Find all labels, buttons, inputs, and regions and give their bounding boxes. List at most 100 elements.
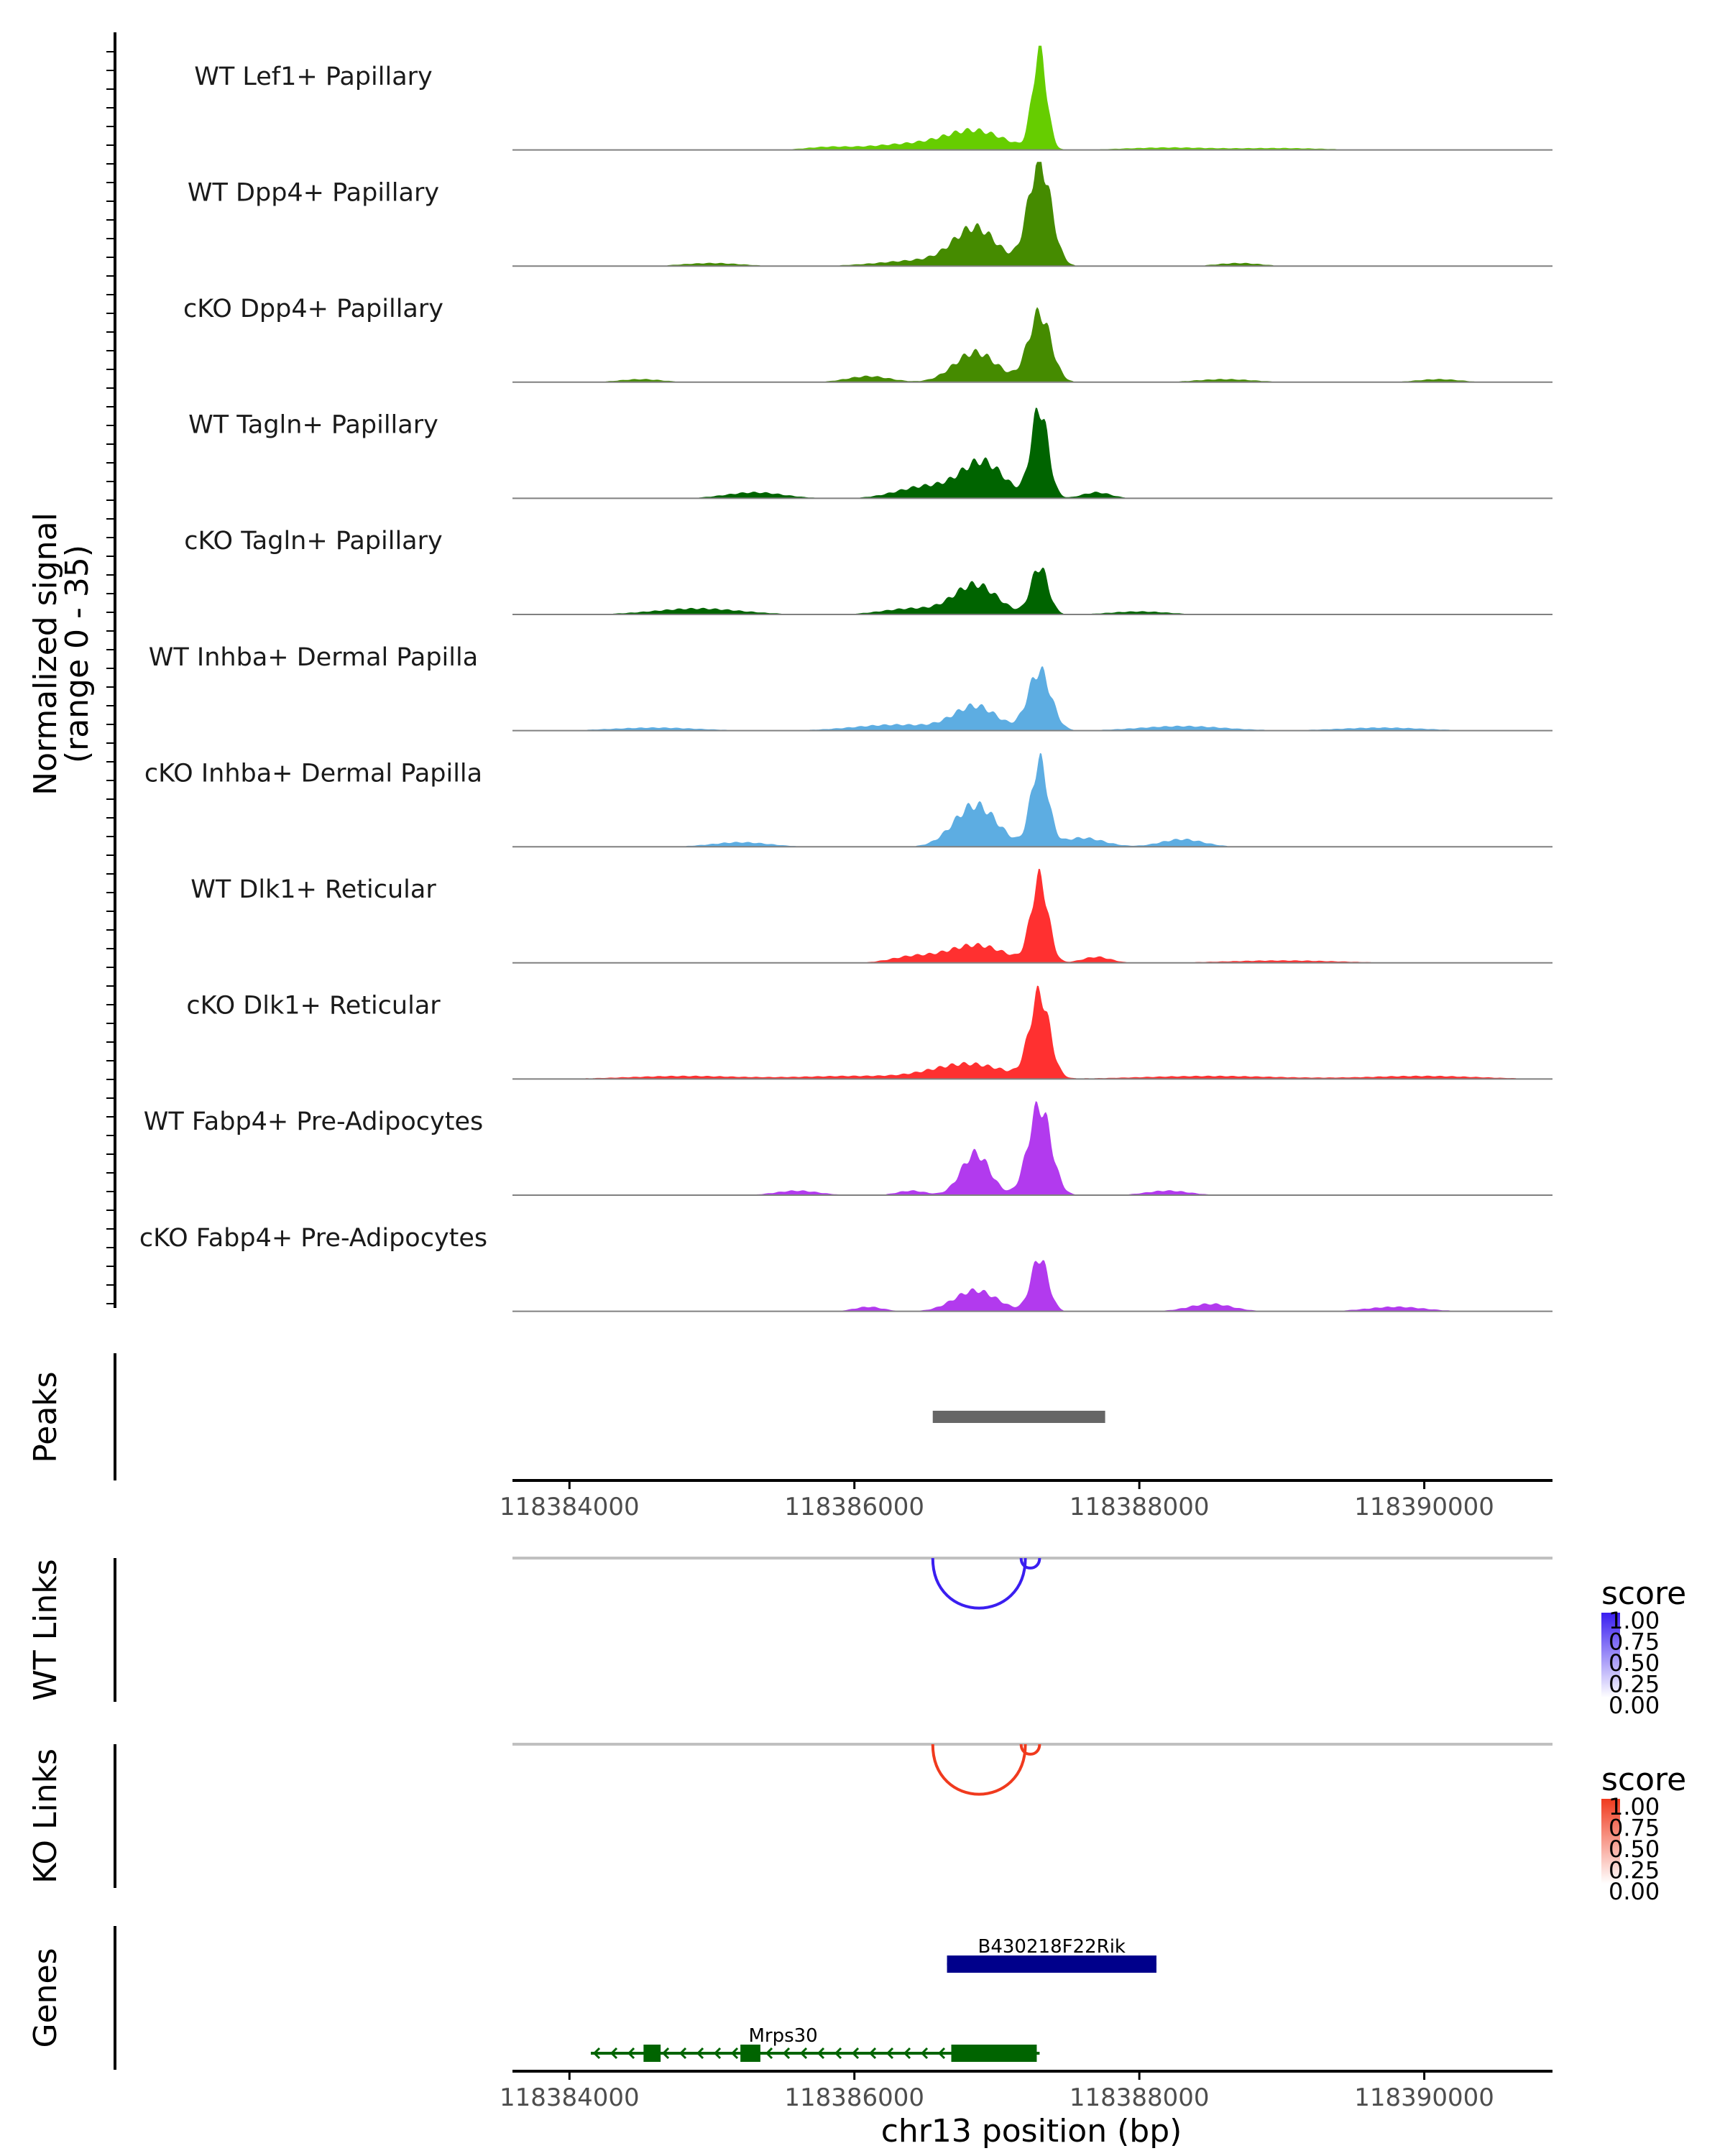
strand-arrow bbox=[868, 2047, 877, 2060]
coverage-track-label: WT Tagln+ Papillary bbox=[188, 411, 438, 440]
x-tick-label: 118390000 bbox=[1354, 2083, 1494, 2112]
genes-track-label: Genes bbox=[27, 1948, 64, 2047]
coverage-track-label: cKO Tagln+ Papillary bbox=[184, 527, 443, 556]
strand-arrow bbox=[730, 2047, 739, 2060]
coverage-track: cKO Inhba+ Dermal Papilla bbox=[144, 752, 1552, 848]
strand-arrow bbox=[610, 2047, 618, 2060]
legend-colorbar bbox=[1601, 1613, 1620, 1697]
x-axis-bottom: 118384000 118386000 118388000 118390000 bbox=[500, 2070, 1552, 2112]
gene-exon bbox=[947, 1955, 1156, 1973]
coverage-track: WT Dlk1+ Reticular bbox=[190, 868, 1552, 964]
legend-tick-label: 0.00 bbox=[1609, 1692, 1660, 1719]
coverage-area bbox=[512, 307, 1552, 382]
coverage-area bbox=[512, 45, 1552, 150]
strand-arrow bbox=[627, 2047, 635, 2060]
strand-arrow bbox=[661, 2047, 670, 2060]
coverage-track-label: cKO Inhba+ Dermal Papilla bbox=[144, 759, 482, 788]
strand-arrow bbox=[937, 2047, 946, 2060]
coverage-track: cKO Dlk1+ Reticular bbox=[186, 985, 1552, 1080]
legend-tick-label: 0.50 bbox=[1609, 1649, 1660, 1677]
coverage-track: WT Fabp4+ Pre-Adipocytes bbox=[144, 1101, 1552, 1196]
coverage-area bbox=[512, 752, 1552, 847]
legend-title: score bbox=[1601, 1761, 1686, 1798]
coverage-track: WT Inhba+ Dermal Papilla bbox=[149, 643, 1552, 732]
strand-arrow bbox=[903, 2047, 911, 2060]
strand-arrow bbox=[816, 2047, 825, 2060]
strand-arrow bbox=[920, 2047, 929, 2060]
coverage-track-label: WT Dlk1+ Reticular bbox=[190, 875, 436, 904]
coverage-track-label: cKO Fabp4+ Pre-Adipocytes bbox=[139, 1224, 487, 1253]
strand-arrow bbox=[696, 2047, 704, 2060]
coverage-track: cKO Dpp4+ Papillary bbox=[183, 295, 1552, 383]
legend-tick-label: 1.00 bbox=[1609, 1793, 1660, 1820]
legend-tick-label: 0.75 bbox=[1609, 1628, 1660, 1656]
gene-name-label: Mrps30 bbox=[748, 2025, 817, 2047]
peak-region bbox=[932, 1411, 1105, 1423]
link-arc bbox=[931, 1557, 1027, 1610]
strand-arrow bbox=[834, 2047, 842, 2060]
coverage-track-label: WT Dpp4+ Papillary bbox=[188, 178, 439, 207]
coverage-area bbox=[512, 666, 1552, 731]
coverage-area bbox=[512, 1101, 1552, 1195]
legend-tick-label: 0.25 bbox=[1609, 1857, 1660, 1884]
link-arc bbox=[1019, 1743, 1041, 1756]
gene-model: Mrps30 bbox=[591, 2025, 1040, 2062]
legend-tick-label: 0.75 bbox=[1609, 1815, 1660, 1842]
strand-arrow bbox=[678, 2047, 687, 2060]
gene-exon bbox=[740, 2045, 760, 2062]
coverage-area bbox=[512, 1260, 1552, 1312]
coverage-track: cKO Fabp4+ Pre-Adipocytes bbox=[139, 1224, 1552, 1312]
coverage-area bbox=[512, 162, 1552, 267]
gene-name-label: B430218F22Rik bbox=[978, 1936, 1126, 1958]
strand-arrow bbox=[782, 2047, 791, 2060]
strand-arrow bbox=[765, 2047, 773, 2060]
coverage-track-label: WT Lef1+ Papillary bbox=[194, 63, 433, 91]
legend-tick-label: 0.50 bbox=[1609, 1835, 1660, 1863]
coverage-track: cKO Tagln+ Papillary bbox=[184, 527, 1552, 615]
x-tick-label: 118386000 bbox=[784, 2083, 924, 2112]
strand-arrow bbox=[851, 2047, 860, 2060]
peaks-regions bbox=[932, 1411, 1105, 1423]
coverage-y-axis-title: Normalized signal (range 0 - 35) bbox=[27, 512, 96, 796]
strand-arrow bbox=[886, 2047, 894, 2060]
gene-model: B430218F22Rik bbox=[947, 1936, 1156, 1973]
gene-models: B430218F22Rik Mrps30 bbox=[591, 1936, 1156, 2062]
coverage-track: WT Tagln+ Papillary bbox=[188, 407, 1552, 499]
coverage-track: WT Lef1+ Papillary bbox=[194, 45, 1552, 151]
coverage-area bbox=[512, 985, 1552, 1079]
coverage-area bbox=[512, 407, 1552, 499]
link-arc bbox=[931, 1743, 1027, 1796]
y-axis-range: (range 0 - 35) bbox=[59, 545, 96, 763]
coverage-track-label: WT Inhba+ Dermal Papilla bbox=[149, 643, 478, 672]
x-tick-label: 118390000 bbox=[1354, 1493, 1494, 1521]
coverage-track-label: cKO Dpp4+ Papillary bbox=[183, 295, 443, 323]
coverage-track: WT Dpp4+ Papillary bbox=[188, 162, 1552, 267]
x-tick-label: 118388000 bbox=[1070, 2083, 1210, 2112]
links-track-label: KO Links bbox=[27, 1749, 64, 1884]
legend-title: score bbox=[1601, 1575, 1686, 1612]
coverage-area bbox=[512, 567, 1552, 614]
strand-arrow bbox=[713, 2047, 722, 2060]
legend-tick-label: 1.00 bbox=[1609, 1607, 1660, 1634]
links-track-label: WT Links bbox=[27, 1559, 64, 1700]
legend-colorbar bbox=[1601, 1799, 1620, 1884]
coverage-tracks: WT Lef1+ Papillary WT Dpp4+ Papillary cKO … bbox=[139, 45, 1552, 1312]
legend-tick-label: 0.25 bbox=[1609, 1671, 1660, 1698]
y-axis-title: Normalized signal bbox=[27, 512, 64, 796]
strand-arrow bbox=[592, 2047, 601, 2060]
x-tick-label: 118388000 bbox=[1070, 1493, 1210, 1521]
peaks-track-label: Peaks bbox=[27, 1371, 64, 1462]
x-tick-label: 118384000 bbox=[500, 1493, 640, 1521]
coverage-track-label: cKO Dlk1+ Reticular bbox=[186, 992, 441, 1021]
gene-exon bbox=[643, 2045, 661, 2062]
x-tick-label: 118386000 bbox=[784, 1493, 924, 1521]
x-tick-label: 118384000 bbox=[500, 2083, 640, 2112]
x-axis-peaks: 118384000 118386000 118388000 118390000 bbox=[500, 1479, 1552, 1521]
coverage-y-ticks bbox=[106, 51, 115, 1304]
coverage-area bbox=[512, 868, 1552, 963]
strand-arrow bbox=[799, 2047, 808, 2060]
